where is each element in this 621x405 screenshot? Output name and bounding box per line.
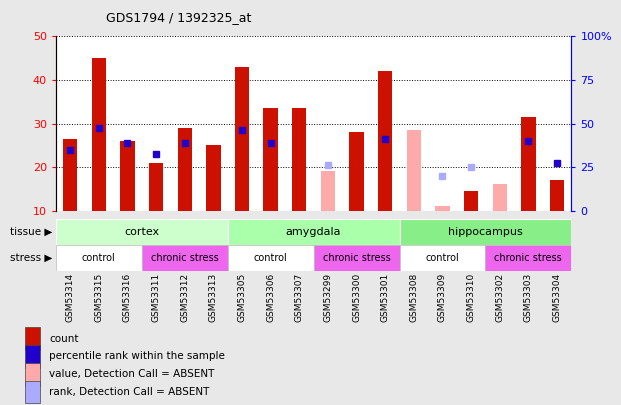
Bar bbox=[178, 128, 192, 211]
Text: control: control bbox=[82, 253, 116, 263]
Text: cortex: cortex bbox=[124, 227, 160, 237]
Text: GSM53311: GSM53311 bbox=[152, 273, 161, 322]
Bar bbox=[550, 180, 564, 211]
Bar bbox=[435, 206, 450, 211]
Bar bbox=[63, 139, 78, 211]
Text: GSM53310: GSM53310 bbox=[466, 273, 476, 322]
Text: GSM53305: GSM53305 bbox=[237, 273, 247, 322]
Text: chronic stress: chronic stress bbox=[494, 253, 562, 263]
Text: GSM53307: GSM53307 bbox=[295, 273, 304, 322]
Text: GSM53313: GSM53313 bbox=[209, 273, 218, 322]
Bar bbox=[25, 363, 40, 386]
Bar bbox=[492, 185, 507, 211]
Text: GSM53308: GSM53308 bbox=[409, 273, 419, 322]
Bar bbox=[56, 245, 142, 271]
Bar bbox=[521, 117, 535, 211]
Bar bbox=[399, 245, 486, 271]
Bar bbox=[378, 71, 392, 211]
Text: GSM53303: GSM53303 bbox=[524, 273, 533, 322]
Text: GDS1794 / 1392325_at: GDS1794 / 1392325_at bbox=[106, 11, 251, 24]
Text: hippocampus: hippocampus bbox=[448, 227, 523, 237]
Bar bbox=[235, 67, 249, 211]
Text: control: control bbox=[254, 253, 288, 263]
Text: amygdala: amygdala bbox=[286, 227, 342, 237]
Bar bbox=[321, 171, 335, 211]
Bar bbox=[314, 245, 399, 271]
Bar bbox=[464, 191, 478, 211]
Text: GSM53301: GSM53301 bbox=[381, 273, 390, 322]
Bar bbox=[149, 163, 163, 211]
Bar bbox=[25, 327, 40, 350]
Bar bbox=[263, 108, 278, 211]
Text: GSM53300: GSM53300 bbox=[352, 273, 361, 322]
Bar bbox=[292, 108, 306, 211]
Text: value, Detection Call = ABSENT: value, Detection Call = ABSENT bbox=[49, 369, 215, 379]
Bar bbox=[25, 381, 40, 403]
Text: GSM53304: GSM53304 bbox=[553, 273, 561, 322]
Bar bbox=[350, 132, 364, 211]
Bar bbox=[92, 58, 106, 211]
Text: chronic stress: chronic stress bbox=[151, 253, 219, 263]
Text: GSM53309: GSM53309 bbox=[438, 273, 447, 322]
Bar bbox=[486, 245, 571, 271]
Bar bbox=[206, 145, 220, 211]
Bar bbox=[56, 219, 228, 245]
Text: GSM53299: GSM53299 bbox=[324, 273, 332, 322]
Text: GSM53315: GSM53315 bbox=[94, 273, 103, 322]
Text: GSM53312: GSM53312 bbox=[180, 273, 189, 322]
Bar bbox=[142, 245, 228, 271]
Text: rank, Detection Call = ABSENT: rank, Detection Call = ABSENT bbox=[49, 387, 210, 397]
Text: GSM53302: GSM53302 bbox=[495, 273, 504, 322]
Text: tissue ▶: tissue ▶ bbox=[11, 227, 53, 237]
Bar bbox=[120, 141, 135, 211]
Text: GSM53314: GSM53314 bbox=[66, 273, 75, 322]
Bar bbox=[228, 219, 399, 245]
Text: count: count bbox=[49, 334, 79, 343]
Text: percentile rank within the sample: percentile rank within the sample bbox=[49, 352, 225, 361]
Text: GSM53306: GSM53306 bbox=[266, 273, 275, 322]
Bar bbox=[228, 245, 314, 271]
Text: stress ▶: stress ▶ bbox=[11, 253, 53, 263]
Bar bbox=[399, 219, 571, 245]
Text: control: control bbox=[425, 253, 460, 263]
Text: GSM53316: GSM53316 bbox=[123, 273, 132, 322]
Text: chronic stress: chronic stress bbox=[323, 253, 391, 263]
Bar bbox=[25, 345, 40, 368]
Bar bbox=[407, 130, 421, 211]
